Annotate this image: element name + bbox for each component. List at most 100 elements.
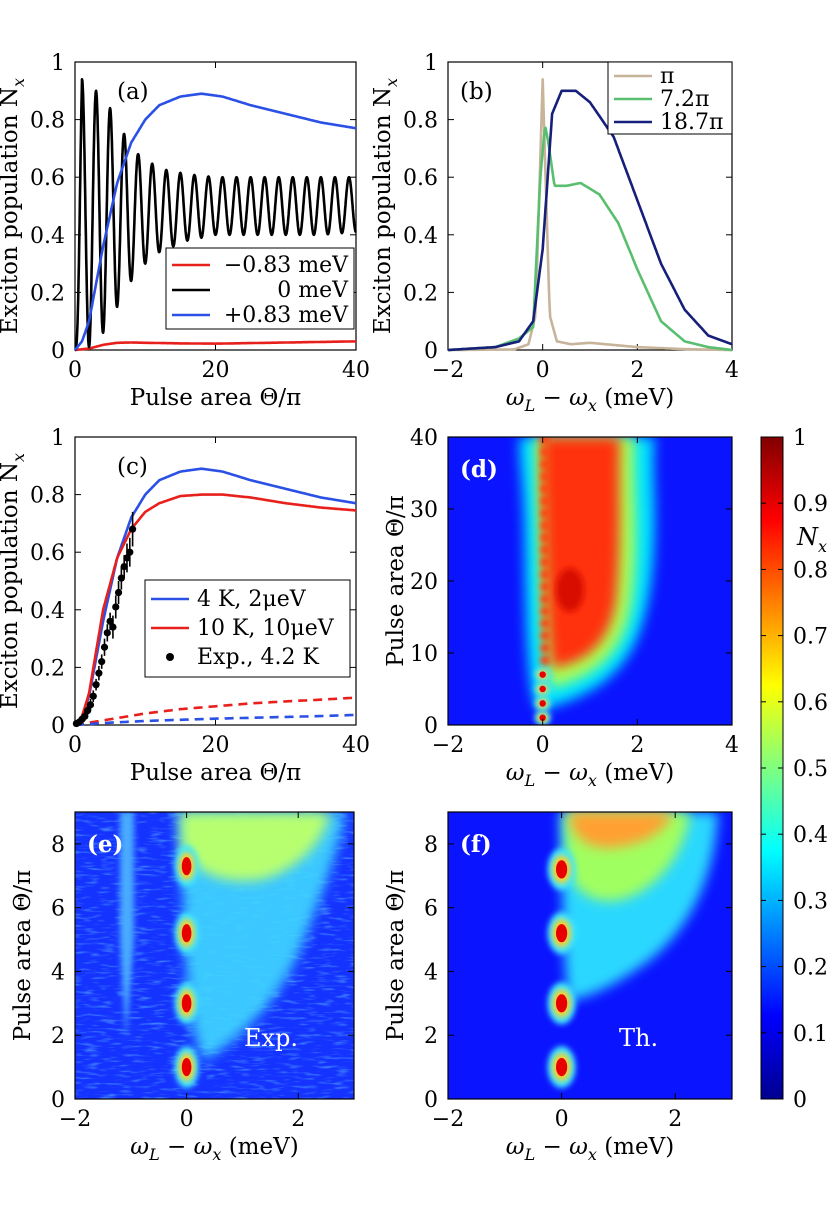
y-tick-label-a: 0 xyxy=(51,339,65,364)
y-tick-label-f: 0 xyxy=(424,1088,438,1113)
y-axis-label-c: Exciton population Nx xyxy=(0,453,28,709)
rabi-ripple xyxy=(540,581,551,592)
legend-label-c: Exp., 4.2 K xyxy=(197,645,320,670)
heatmap-e-strip xyxy=(120,812,134,1040)
axes-a: 0 20 40 0 0.2 0.4 0.6 0.8 1 Pulse area Θ/π Exciton… xyxy=(0,51,370,411)
data-point-c xyxy=(106,617,114,625)
rabi-ripple xyxy=(540,569,551,580)
x-axis-label-c: Pulse area Θ/π xyxy=(130,760,301,786)
axes-c: 0 20 40 0 0.2 0.4 0.6 0.8 1 Pulse area Θ/π Exciton… xyxy=(0,426,370,786)
x-tick-label-e: −2 xyxy=(59,1107,91,1132)
frame-f xyxy=(447,811,733,1100)
colorbar-tick-label: 1 xyxy=(793,426,807,451)
rabi-ripple xyxy=(540,520,551,531)
panel-label-a: (a) xyxy=(117,79,149,105)
x-tick-label-a: 0 xyxy=(68,358,82,383)
legend-label-b: 18.7π xyxy=(660,110,723,135)
rabi-spot xyxy=(539,700,546,707)
heatmap-d-core xyxy=(543,437,620,668)
data-point-c xyxy=(84,707,92,715)
panel-label-d: (d) xyxy=(460,456,498,483)
data-point-c xyxy=(109,623,117,631)
rabi-ripple xyxy=(540,532,551,543)
legend-swatch-c xyxy=(166,653,174,661)
x-tick-label-f: −2 xyxy=(432,1107,464,1132)
legend-label-a: +0.83 meV xyxy=(224,303,349,328)
data-point-c xyxy=(92,681,100,689)
colorbar-tick-label: 0.4 xyxy=(793,823,828,848)
y-tick-label-b: 0.4 xyxy=(403,224,438,249)
legend-label-b: 7.2π xyxy=(660,87,709,112)
x-tick-label-d: −2 xyxy=(432,733,464,758)
y-tick-label-a: 0.2 xyxy=(30,281,65,306)
legend-label-a: 0 meV xyxy=(277,278,349,303)
x-tick-label-a: 40 xyxy=(342,358,370,383)
x-tick-label-c: 40 xyxy=(342,733,370,758)
x-axis-label-a: Pulse area Θ/π xyxy=(130,385,301,411)
rabi-ripple xyxy=(540,606,551,617)
y-axis-label-d: Pulse area Θ/π xyxy=(383,495,409,666)
y-tick-label-e: 2 xyxy=(51,1024,65,1049)
rabi-spot xyxy=(181,857,192,876)
rabi-spot xyxy=(181,994,192,1013)
x-tick-label-c: 20 xyxy=(202,733,230,758)
y-tick-label-c: 0 xyxy=(51,714,65,739)
y-tick-label-a: 0.4 xyxy=(30,224,65,249)
y-tick-label-f: 2 xyxy=(424,1024,438,1049)
y-tick-label-e: 8 xyxy=(51,833,65,858)
rabi-ripple xyxy=(540,545,551,556)
x-tick-label-a: 20 xyxy=(202,358,230,383)
heatmap-d xyxy=(448,437,732,725)
legend-label-a: −0.83 meV xyxy=(224,253,349,278)
heatmap-e-rabi-spots xyxy=(174,845,199,1089)
x-axis-label-e: ωL − ωx (meV) xyxy=(130,1134,298,1164)
data-point-c xyxy=(117,574,125,582)
y-tick-label-f: 6 xyxy=(424,897,438,922)
x-tick-label-b: −2 xyxy=(432,358,464,383)
data-point-c xyxy=(126,548,134,556)
y-tick-label-c: 0.6 xyxy=(30,541,65,566)
rabi-ripple xyxy=(540,630,551,641)
y-tick-label-f: 8 xyxy=(424,833,438,858)
y-axis-label-f: Pulse area Θ/π xyxy=(383,870,409,1041)
series-c-3 xyxy=(74,713,357,727)
x-tick-label-f: 2 xyxy=(668,1107,682,1132)
x-tick-label-d: 0 xyxy=(536,733,550,758)
y-tick-label-f: 4 xyxy=(424,960,438,985)
series-b-0 xyxy=(447,78,733,352)
rabi-spot xyxy=(556,860,568,879)
data-point-c xyxy=(112,603,120,611)
rabi-ripple xyxy=(540,557,551,568)
series-b-2 xyxy=(447,89,733,352)
colorbar-tick-label: 0.7 xyxy=(793,625,828,650)
y-tick-label-c: 0.8 xyxy=(30,484,65,509)
data-point-c xyxy=(95,669,103,677)
heatmap-f-top xyxy=(570,812,672,848)
legend-label-c: 4 K, 2μeV xyxy=(197,587,307,612)
colorbar-tick-label: 0.5 xyxy=(793,757,828,782)
y-axis-label-b: Exciton population Nx xyxy=(370,78,401,334)
panel-label-e: (e) xyxy=(87,831,123,858)
y-tick-label-d: 40 xyxy=(410,426,438,451)
rabi-spot xyxy=(539,671,546,678)
rabi-spot xyxy=(181,1058,192,1077)
x-tick-label-d: 2 xyxy=(630,733,644,758)
series-c-2 xyxy=(74,696,357,727)
rabi-ripple xyxy=(540,437,551,445)
frame-b xyxy=(447,61,733,351)
colorbar-tick-label: 0.1 xyxy=(793,1022,828,1047)
heatmap-e-annotation: Exp. xyxy=(244,1024,298,1052)
y-tick-label-a: 1 xyxy=(51,51,65,76)
x-tick-label-c: 0 xyxy=(68,733,82,758)
rabi-ripple xyxy=(540,483,551,494)
rabi-ripple xyxy=(540,642,551,653)
data-point-c xyxy=(129,525,137,533)
colorbar-tick-label: 0.3 xyxy=(793,889,828,914)
data-point-c xyxy=(100,643,109,651)
rabi-spot xyxy=(556,994,568,1013)
